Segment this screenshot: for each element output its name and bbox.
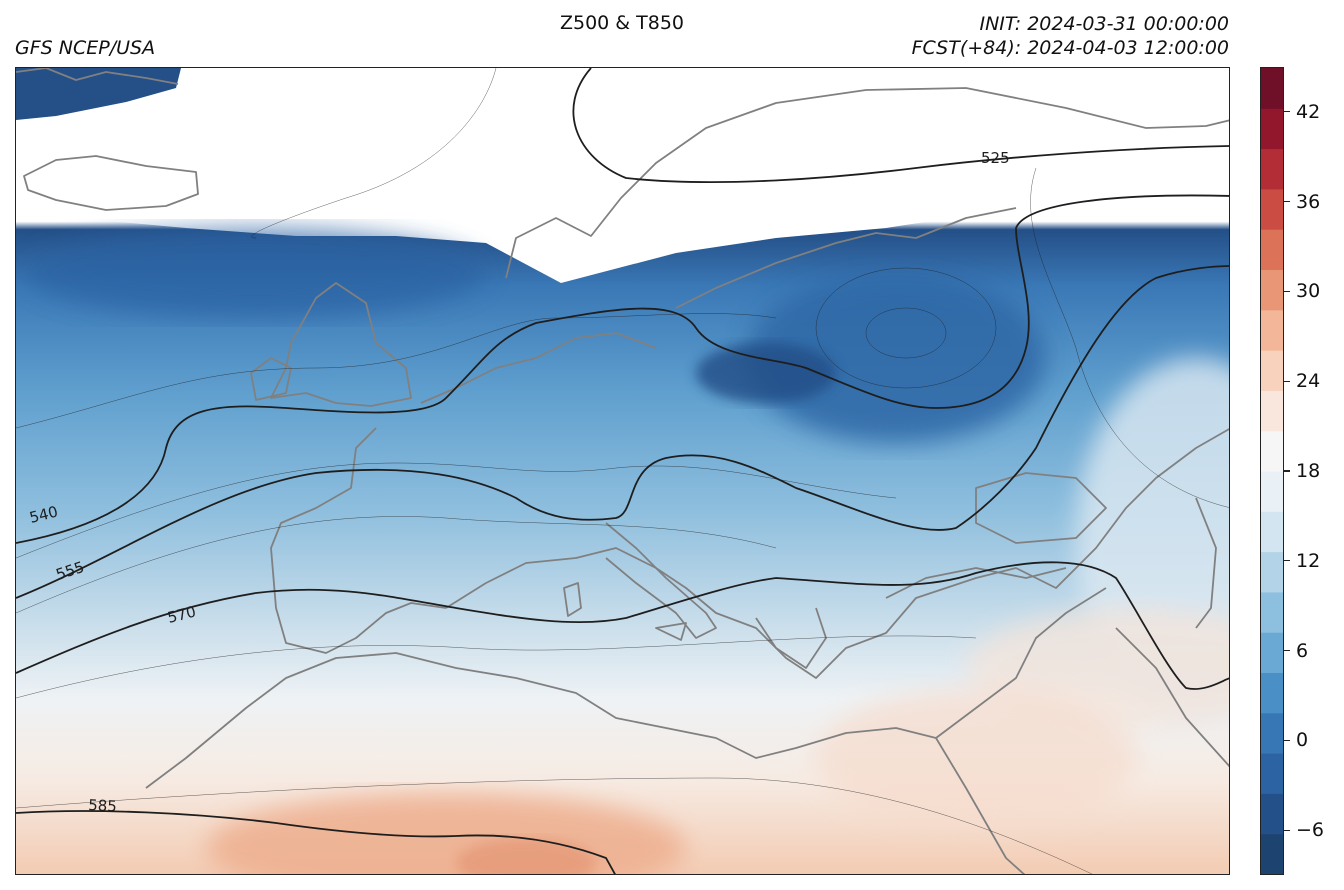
minor-height-contours: [16, 68, 1229, 874]
italy-coast: [605, 522, 717, 639]
iceland-coast: [23, 155, 199, 211]
colorbar-tick-mark: [1284, 560, 1290, 562]
colorbar-swatch: [1261, 511, 1283, 553]
scandinavia-coast: [505, 87, 1229, 279]
colorbar-swatch: [1261, 108, 1283, 150]
france-spain-coast: [270, 427, 447, 654]
colorbar-swatch: [1261, 591, 1283, 633]
colorbar-tick-mark: [1284, 739, 1290, 741]
colorbar-swatch: [1261, 430, 1283, 472]
map-panel: 525 540 555 570 585: [15, 67, 1230, 875]
contour-570: [16, 561, 1229, 690]
colorbar-tick-label: 42: [1296, 100, 1321, 123]
contour-525: [572, 68, 1229, 184]
model-source-label: GFS NCEP/USA: [15, 37, 156, 59]
arabia-coast: [1115, 627, 1229, 768]
levant-coast: [935, 587, 1107, 739]
colorbar-tick-label: 24: [1296, 370, 1321, 393]
colorbar-tick-label: −6: [1296, 819, 1325, 842]
chart-title: Z500 & T850: [559, 12, 685, 34]
sardinia-coast: [563, 582, 582, 617]
colorbar-swatch: [1261, 350, 1283, 391]
greenland-coast: [16, 68, 179, 85]
coastlines: [16, 68, 1229, 874]
run-info: INIT: 2024-03-31 00:00:00 FCST(+84): 202…: [912, 12, 1229, 60]
colorbar-tick-label: 18: [1296, 460, 1321, 482]
colorbar-tick-mark: [1284, 290, 1290, 293]
black-sea-coast: [975, 472, 1107, 544]
colorbar-tick-label: 12: [1296, 549, 1321, 572]
colorbar-swatch: [1261, 551, 1283, 593]
forecast-time-label: FCST(+84): 2024-04-03 12:00:00: [911, 37, 1229, 59]
colorbar-tick-label: 30: [1296, 280, 1321, 303]
red-sea-coast: [935, 737, 1026, 874]
colorbar-swatch: [1261, 68, 1283, 109]
caspian-coast: [1195, 497, 1217, 629]
africa-coast: [145, 652, 937, 789]
contour-label-525: 525: [981, 149, 1010, 167]
mediterranean-north-coast: [445, 428, 1229, 679]
colorbar-tick-mark: [1284, 649, 1290, 652]
major-height-contours: [16, 68, 1229, 874]
colorbar-swatch: [1261, 753, 1283, 794]
colorbar-swatch: [1261, 309, 1283, 351]
colorbar-swatch: [1261, 712, 1283, 754]
sicily-coast: [655, 622, 687, 641]
colorbar-tick-mark: [1284, 470, 1290, 472]
colorbar-swatch: [1261, 833, 1283, 875]
colorbar-swatch: [1261, 148, 1283, 190]
colorbar-tick-mark: [1284, 201, 1290, 203]
colorbar-swatch: [1261, 229, 1283, 270]
contour-540: [16, 194, 1229, 544]
colorbar-swatch: [1261, 793, 1283, 835]
temperature-colorbar: [1260, 67, 1284, 875]
colorbar-swatch: [1261, 390, 1283, 432]
greece-coast: [755, 607, 827, 669]
baltic-coast: [675, 207, 1017, 309]
colorbar-swatch: [1261, 672, 1283, 714]
colorbar-swatch: [1261, 632, 1283, 673]
colorbar-tick-label: 6: [1296, 639, 1309, 662]
colorbar-swatch: [1261, 471, 1283, 512]
colorbar-tick-mark: [1284, 829, 1290, 831]
britain-coast: [270, 282, 412, 407]
init-time-label: INIT: 2024-03-31 00:00:00: [979, 13, 1229, 35]
contour-585: [16, 810, 616, 874]
colorbar-tick-mark: [1284, 111, 1290, 113]
ireland-coast: [250, 357, 292, 401]
colorbar-tick-label: 0: [1296, 729, 1309, 752]
contour-label-585: 585: [88, 796, 118, 815]
weather-map: 525 540 555 570 585: [16, 68, 1229, 874]
colorbar-tick-mark: [1284, 380, 1290, 382]
colorbar-tick-label: 36: [1296, 190, 1321, 213]
colorbar-swatches: [1261, 68, 1283, 875]
colorbar-swatch: [1261, 188, 1283, 230]
temperature-shading: [16, 68, 1229, 874]
contour-555: [16, 265, 1229, 599]
colorbar-swatch: [1261, 269, 1283, 311]
